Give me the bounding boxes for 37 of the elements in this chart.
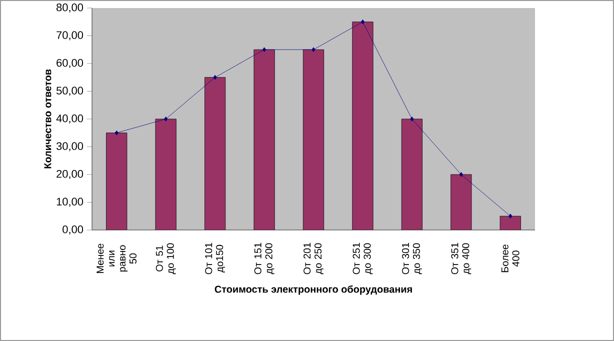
x-tick-label: Менее или равно 50 bbox=[96, 244, 137, 273]
y-tick-label: 0,00 bbox=[62, 225, 84, 235]
y-tick-label: 60,00 bbox=[56, 58, 84, 68]
y-tick-label: 20,00 bbox=[56, 170, 84, 180]
point bbox=[213, 74, 217, 80]
y-tick-label: 80,00 bbox=[56, 3, 84, 13]
x-tick-label: От 151 до 200 bbox=[254, 242, 274, 274]
y-tick-label: 70,00 bbox=[56, 31, 84, 40]
x-tick-label: От 351 до 400 bbox=[451, 242, 472, 274]
point bbox=[410, 116, 414, 122]
bar bbox=[106, 132, 127, 230]
point bbox=[459, 172, 464, 177]
bar bbox=[204, 77, 226, 230]
point bbox=[164, 116, 168, 122]
point bbox=[360, 19, 365, 24]
bar bbox=[303, 50, 324, 230]
bar bbox=[254, 50, 275, 230]
x-tick-label: Более 400 bbox=[501, 244, 520, 272]
x-axis-title: Стоимость электронного оборудования bbox=[214, 285, 412, 295]
point bbox=[262, 47, 266, 52]
bar bbox=[352, 22, 374, 230]
bar bbox=[402, 119, 422, 230]
y-tick-label: 30,00 bbox=[56, 142, 84, 152]
point bbox=[508, 214, 512, 219]
y-tick-label: 50,00 bbox=[56, 86, 84, 96]
bar bbox=[450, 174, 472, 230]
point bbox=[114, 130, 118, 136]
x-tick-label: От 101 до150 bbox=[205, 242, 226, 274]
bar bbox=[155, 119, 176, 230]
x-tick-label: От 301 до 350 bbox=[402, 242, 422, 274]
point bbox=[312, 47, 316, 52]
x-tick-label: От 251 до 300 bbox=[352, 242, 373, 274]
y-tick-label: 10,00 bbox=[56, 198, 84, 207]
x-tick-label: От 51 до 100 bbox=[156, 243, 176, 274]
x-tick-label: От 201 до 250 bbox=[304, 242, 324, 274]
y-axis-title: Количество ответов bbox=[44, 69, 52, 168]
y-tick-label: 40,00 bbox=[56, 114, 84, 124]
